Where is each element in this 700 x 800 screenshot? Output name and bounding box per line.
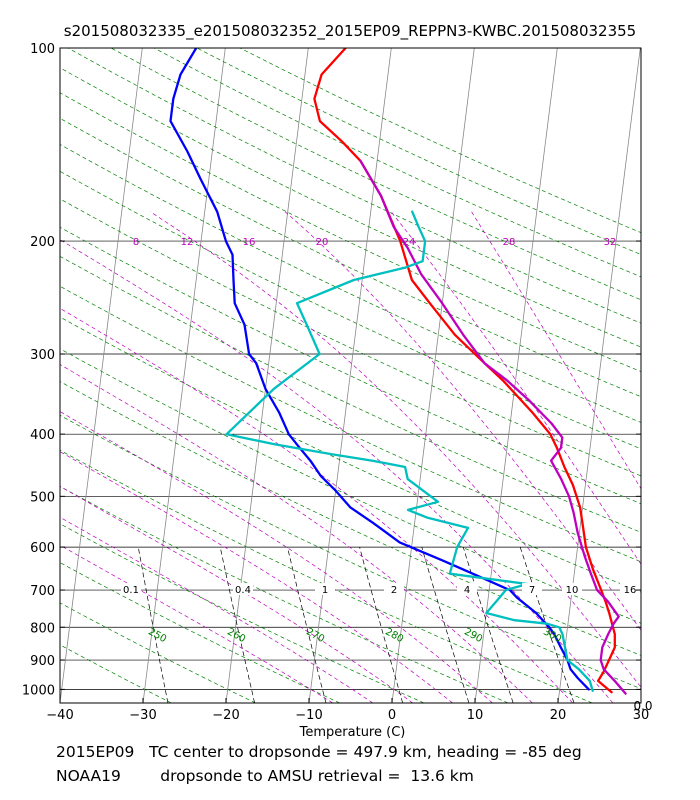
isotherm-line	[225, 48, 309, 703]
dry-adiabat-line	[67, 48, 641, 324]
x-tick-label: 30	[633, 708, 650, 723]
moist-adiabat-label: 32	[604, 237, 617, 248]
dry-adiabat-line	[60, 117, 641, 398]
y-tick-label: 500	[30, 490, 55, 505]
moist-adiabat-line	[60, 307, 573, 703]
isotherm-line	[308, 48, 392, 703]
moist-adiabat-label: 20	[316, 237, 329, 248]
x-tick-label: 10	[467, 708, 484, 723]
x-axis-label: Temperature (C)	[299, 725, 406, 740]
isotherm-line	[474, 48, 558, 703]
moist-adiabat-line	[60, 411, 493, 703]
y-tick-label: 800	[30, 621, 55, 636]
mixing-ratio-label-bg	[384, 583, 404, 596]
mixing-ratio-label-bg	[457, 583, 477, 596]
dewpoint-blue-line	[169, 48, 590, 691]
dry-adiabat-label: 260	[225, 626, 247, 645]
y-tick-label: 1000	[22, 683, 55, 698]
y-tick-label: 600	[30, 541, 55, 556]
moist-adiabat-line	[60, 451, 453, 703]
dry-adiabat-line	[60, 602, 256, 703]
moist-adiabat-label: 28	[503, 237, 516, 248]
isotherm-line	[557, 48, 641, 703]
y-tick-label: 900	[30, 654, 55, 669]
dry-adiabat-line	[60, 562, 340, 703]
moist-adiabat-label: 24	[403, 237, 416, 248]
y-tick-label: 400	[30, 428, 55, 443]
y-tick-label: 700	[30, 584, 55, 599]
chart-title: s201508032335_e201508032352_2015EP09_REP…	[63, 22, 637, 40]
dewpoint-cyan-line	[225, 210, 594, 692]
isotherm-line	[142, 48, 226, 703]
moist-adiabat-line	[390, 211, 641, 565]
mixing-ratio-line	[462, 546, 514, 703]
isotherm-line	[640, 699, 641, 703]
mixing-ratio-label: 4	[464, 585, 470, 596]
moist-adiabat-line	[60, 364, 533, 703]
x-tick-label: −10	[295, 708, 322, 723]
mixing-ratio-line	[519, 546, 575, 703]
isotherm-line	[0, 48, 59, 703]
dry-adiabat-line	[60, 523, 425, 703]
isotherm-line	[60, 48, 143, 703]
temperature-magenta-line	[359, 159, 627, 695]
moist-adiabat-line	[471, 211, 641, 490]
dry-adiabat-label: 280	[383, 626, 405, 645]
mixing-ratio-line	[359, 547, 404, 703]
moist-adiabat-line	[60, 544, 333, 703]
y-tick-label: 200	[30, 235, 55, 250]
y-tick-label: 300	[30, 348, 55, 363]
mixing-ratio-line	[219, 547, 256, 703]
moist-adiabat-label: 16	[243, 237, 256, 248]
dry-adiabat-label: 290	[462, 626, 484, 645]
dry-adiabat-line	[153, 48, 641, 278]
mixing-ratio-label-bg	[233, 583, 253, 596]
mixing-ratio-label: 0.4	[235, 585, 251, 596]
mixing-ratio-label: 16	[624, 585, 637, 596]
moist-adiabat-line	[60, 485, 413, 703]
dry-adiabat-line	[60, 486, 509, 703]
mixing-ratio-label: 10	[566, 585, 579, 596]
x-tick-label: 20	[550, 708, 567, 723]
dry-adiabat-line	[60, 381, 641, 656]
dry-adiabat-line	[196, 48, 641, 255]
moist-adiabat-line	[60, 516, 373, 703]
mixing-ratio-label: 2	[391, 585, 397, 596]
x-tick-label: −30	[129, 708, 156, 723]
mixing-ratio-label-bg	[522, 583, 542, 596]
mixing-ratio-label-bg	[121, 583, 141, 596]
dry-adiabat-label: 270	[304, 626, 326, 645]
mixing-ratio-label-bg	[562, 583, 582, 596]
dry-adiabat-line	[60, 144, 641, 423]
isotherm-line	[391, 48, 475, 703]
moist-adiabat-label: 12	[181, 237, 194, 248]
x-tick-label: −40	[46, 708, 73, 723]
caption-line-2: NOAA19 dropsonde to AMSU retrieval = 13.…	[56, 767, 474, 785]
x-tick-label: 0	[388, 708, 396, 723]
x-tick-label: −20	[212, 708, 239, 723]
y-tick-label: 100	[30, 42, 55, 57]
mixing-ratio-label: 1	[322, 585, 328, 596]
mixing-ratio-label: 0.1	[123, 585, 139, 596]
mixing-ratio-label-bg	[620, 583, 640, 596]
dry-adiabat-line	[60, 644, 172, 703]
mixing-ratio-line	[137, 547, 169, 703]
caption-line-1: 2015EP09 TC center to dropsonde = 497.9 …	[56, 743, 582, 761]
moist-adiabat-line	[150, 211, 641, 688]
dry-adiabat-line	[60, 226, 641, 505]
mixing-ratio-label: 7	[529, 585, 535, 596]
dry-adiabat-line	[60, 348, 641, 624]
mixing-ratio-line	[287, 547, 327, 703]
moist-adiabat-label: 8	[133, 237, 139, 248]
dry-adiabat-label: 250	[146, 626, 168, 645]
moist-adiabat-line	[60, 239, 614, 703]
mixing-ratio-line	[421, 547, 470, 703]
mixing-ratio-label-bg	[315, 583, 335, 596]
